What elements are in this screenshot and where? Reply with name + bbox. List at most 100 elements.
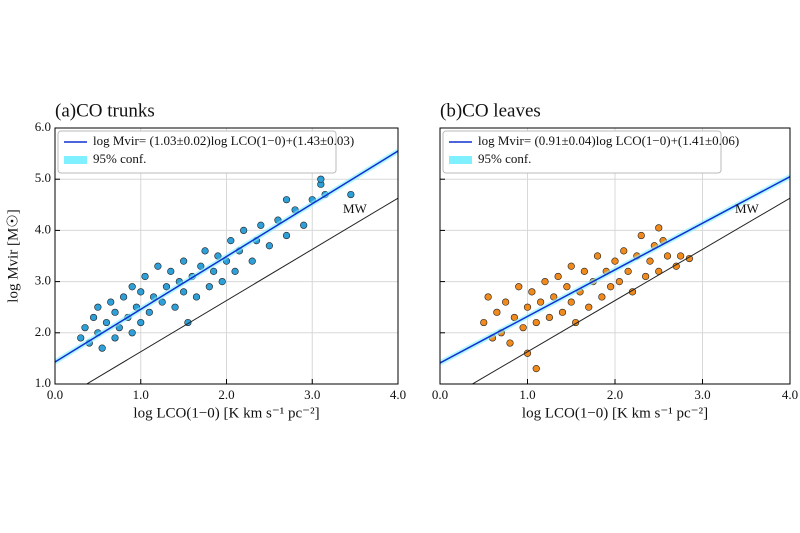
point bbox=[541, 278, 549, 286]
point bbox=[563, 283, 571, 291]
point bbox=[154, 262, 162, 270]
fit-line bbox=[86, 197, 398, 384]
point bbox=[171, 303, 179, 311]
x-tick-label: 3.0 bbox=[304, 387, 320, 402]
panel-title: (a)CO trunks bbox=[55, 100, 155, 121]
legend-label: 95% conf. bbox=[478, 151, 531, 166]
point bbox=[94, 303, 102, 311]
x-axis-label: log LCO(1−0) [K km s⁻¹ pc⁻²] bbox=[133, 405, 319, 421]
point bbox=[137, 318, 145, 327]
point bbox=[180, 257, 188, 265]
point bbox=[180, 288, 188, 296]
point bbox=[611, 257, 619, 265]
panel-title: (b)CO leaves bbox=[440, 100, 541, 121]
point bbox=[620, 247, 628, 255]
point bbox=[282, 231, 291, 240]
point bbox=[248, 257, 256, 265]
point bbox=[523, 303, 532, 311]
y-tick-label: 4.0 bbox=[35, 221, 51, 236]
point bbox=[210, 267, 218, 275]
point bbox=[257, 221, 265, 229]
point bbox=[532, 318, 540, 327]
point bbox=[282, 196, 291, 204]
legend-swatch bbox=[449, 156, 472, 164]
point bbox=[81, 324, 89, 332]
y-axis-label: log Mvir [M☉] bbox=[5, 209, 21, 302]
point bbox=[119, 293, 128, 301]
point bbox=[484, 293, 492, 301]
point bbox=[607, 283, 615, 291]
point bbox=[167, 267, 175, 275]
point bbox=[580, 267, 588, 275]
point bbox=[128, 329, 136, 337]
legend-label: 95% conf. bbox=[93, 151, 146, 166]
point bbox=[532, 365, 540, 373]
point bbox=[558, 308, 567, 316]
point bbox=[317, 175, 325, 183]
point bbox=[231, 267, 239, 275]
x-tick-label: 2.0 bbox=[607, 387, 623, 402]
point bbox=[537, 298, 545, 306]
point bbox=[519, 324, 527, 332]
plot-area bbox=[55, 148, 398, 384]
point bbox=[554, 272, 562, 281]
point bbox=[102, 318, 111, 327]
point bbox=[585, 303, 593, 311]
point bbox=[567, 298, 575, 306]
x-tick-label: 4.0 bbox=[782, 387, 798, 402]
x-tick-label: 4.0 bbox=[390, 387, 406, 402]
point bbox=[240, 226, 248, 234]
point bbox=[201, 247, 209, 255]
point bbox=[663, 252, 672, 260]
point bbox=[265, 242, 273, 250]
point bbox=[655, 224, 663, 232]
plot-area bbox=[440, 174, 790, 384]
fit-line bbox=[440, 175, 790, 364]
point bbox=[141, 272, 149, 281]
x-tick-label: 3.0 bbox=[694, 387, 710, 402]
y-tick-label: 2.0 bbox=[35, 324, 51, 339]
line-annotation: MW bbox=[343, 201, 368, 216]
point bbox=[480, 318, 488, 327]
point bbox=[646, 257, 654, 265]
x-tick-label: 1.0 bbox=[519, 387, 535, 402]
fit-line bbox=[55, 150, 398, 363]
point bbox=[111, 334, 119, 342]
legend-box bbox=[57, 130, 337, 174]
point bbox=[545, 313, 553, 322]
point bbox=[111, 308, 119, 316]
point bbox=[637, 231, 645, 240]
y-tick-label: 1.0 bbox=[35, 375, 51, 390]
point bbox=[615, 278, 623, 286]
point bbox=[137, 288, 145, 296]
point bbox=[493, 308, 501, 316]
point bbox=[515, 283, 523, 291]
x-tick-label: 0.0 bbox=[47, 387, 63, 402]
point bbox=[218, 278, 226, 286]
line-annotation: MW bbox=[735, 201, 760, 216]
point bbox=[145, 308, 153, 316]
axes-frame bbox=[54, 127, 399, 385]
point bbox=[227, 237, 235, 245]
legend-label: log Mvir= (0.91±0.04)log LCO(1−0)+(1.41±… bbox=[478, 133, 739, 148]
point bbox=[347, 190, 355, 199]
point bbox=[502, 298, 510, 306]
legend-box bbox=[442, 130, 722, 174]
y-tick-label: 6.0 bbox=[35, 119, 51, 134]
y-tick-label: 3.0 bbox=[35, 273, 51, 288]
fit-line bbox=[472, 197, 790, 384]
point bbox=[107, 298, 115, 306]
x-tick-label: 1.0 bbox=[133, 387, 149, 402]
point bbox=[506, 339, 514, 347]
point bbox=[128, 283, 136, 291]
point bbox=[205, 283, 213, 291]
point bbox=[567, 262, 575, 270]
point bbox=[98, 344, 106, 352]
point bbox=[677, 252, 685, 260]
point bbox=[300, 221, 308, 229]
point bbox=[593, 252, 602, 260]
point bbox=[598, 293, 606, 301]
axes-frame bbox=[439, 127, 791, 385]
